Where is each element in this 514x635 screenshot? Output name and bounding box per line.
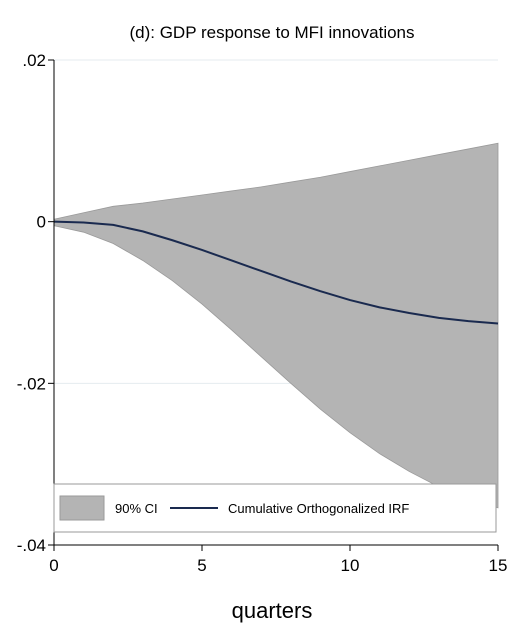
y-ticks: -.04 -.02 0 .02	[17, 51, 54, 555]
legend-swatch-ci	[59, 495, 105, 521]
x-tick-label-1: 5	[197, 556, 206, 575]
y-tick-label-3: .02	[22, 51, 46, 70]
y-tick-label-0: -.04	[17, 536, 46, 555]
y-tick-label-2: 0	[37, 213, 46, 232]
legend-box	[53, 483, 497, 533]
x-tick-label-2: 10	[341, 556, 360, 575]
ci-band	[53, 142, 499, 509]
x-tick-label-3: 15	[489, 556, 508, 575]
ci-band-layer	[53, 142, 499, 509]
chart-title: (d): GDP response to MFI innovations	[129, 23, 414, 42]
legend: 90% CI Cumulative Orthogonalized IRF	[53, 483, 497, 533]
legend-label-ci: 90% CI	[115, 501, 158, 516]
irf-line	[53, 220, 499, 325]
irf-line-layer	[53, 220, 499, 325]
legend-label-irf: Cumulative Orthogonalized IRF	[228, 501, 409, 516]
x-tick-label-0: 0	[49, 556, 58, 575]
x-axis-title: quarters	[232, 598, 313, 623]
x-ticks: 0 5 10 15	[49, 545, 507, 575]
y-tick-label-1: -.02	[17, 374, 46, 393]
